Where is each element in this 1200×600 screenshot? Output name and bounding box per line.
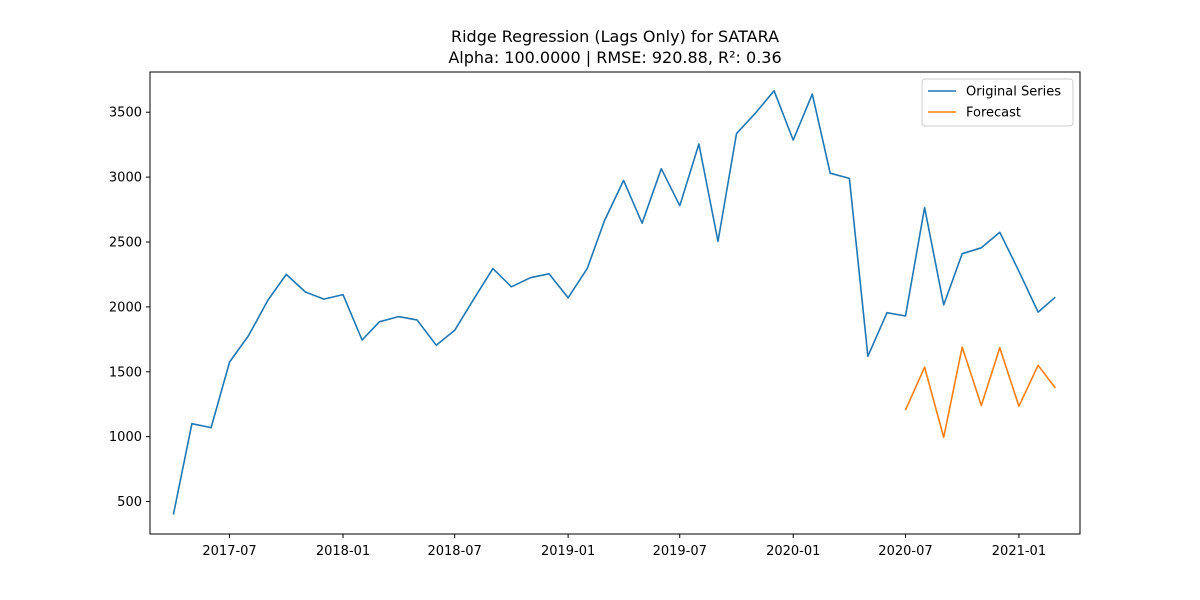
x-tick-label: 2017-07 (202, 544, 256, 559)
y-tick-label: 3000 (109, 171, 142, 186)
y-tick-label: 500 (117, 495, 142, 510)
legend-box (921, 78, 1074, 127)
y-tick-label: 1000 (109, 430, 142, 445)
legend-label: Forecast (966, 106, 1021, 121)
x-tick-label: 2018-07 (427, 544, 481, 559)
plot-frame (149, 71, 1081, 535)
x-tick-label: 2021-01 (992, 544, 1046, 559)
chart-title: Ridge Regression (Lags Only) for SATARA (450, 27, 780, 46)
legend-label: Original Series (966, 85, 1061, 100)
series-line-forecast (904, 346, 1056, 439)
x-tick-label: 2018-01 (316, 544, 370, 559)
x-tick-label: 2019-07 (653, 544, 707, 559)
chart-subtitle: Alpha: 100.0000 | RMSE: 920.88, R²: 0.36 (448, 48, 782, 67)
x-tick-label: 2020-07 (878, 544, 932, 559)
y-tick-label: 2500 (109, 236, 142, 251)
y-tick-label: 2000 (109, 300, 142, 315)
y-tick-label: 1500 (109, 365, 142, 380)
x-tick-label: 2020-01 (766, 544, 820, 559)
x-tick-label: 2019-01 (541, 544, 595, 559)
series-line-original-series (172, 90, 1056, 515)
y-tick-label: 3500 (109, 106, 142, 121)
